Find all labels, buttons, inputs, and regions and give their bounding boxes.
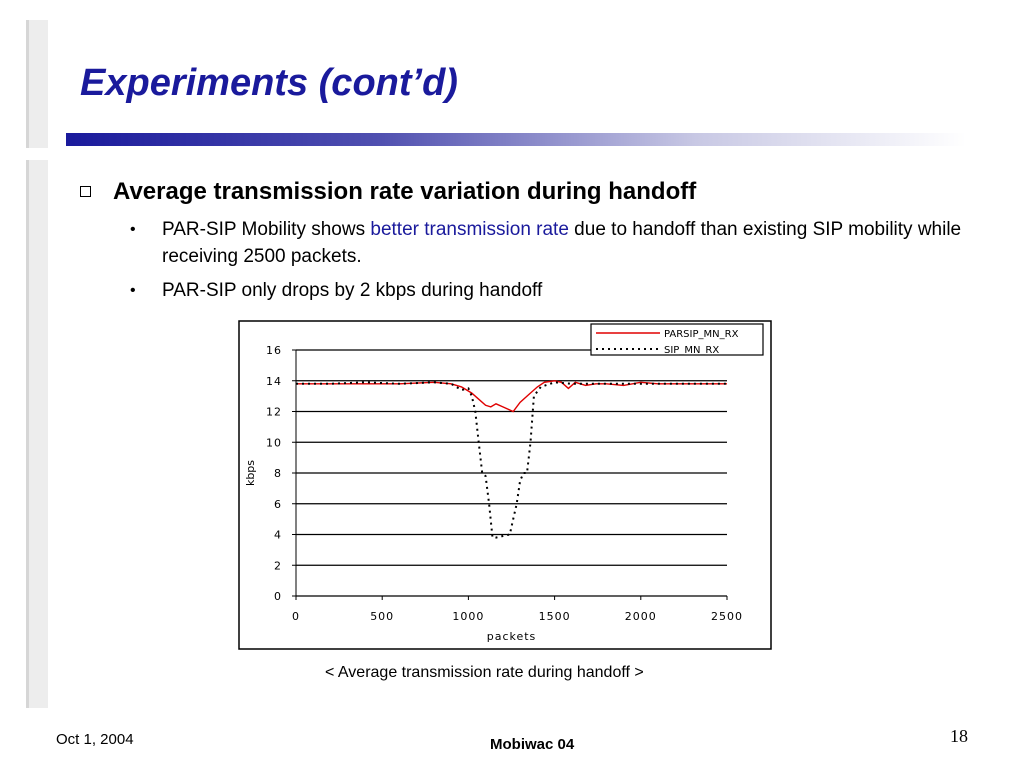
bullet-dot-icon: • (130, 221, 136, 238)
bullet-dot-icon: • (130, 282, 136, 299)
sub-bullet-1-text: PAR-SIP Mobility shows better transmissi… (162, 216, 992, 270)
legend-box (590, 323, 764, 356)
legend-label-1: SIP_MN_RX (664, 345, 719, 356)
y-tick-label-2: 2 (274, 559, 282, 572)
chart-container: 0 2 4 6 8 10 12 14 16 0 500 1000 1500 2000 2500 packets… (238, 320, 772, 650)
decorative-bar-top (26, 20, 48, 148)
x-tick-label-2500: 2500 (711, 610, 743, 623)
main-bullet: Average transmission rate variation duri… (80, 178, 696, 206)
y-tick-label-12: 12 (266, 406, 282, 419)
series-line-sip-mn-rx (296, 381, 727, 539)
y-tick-label-4: 4 (274, 529, 282, 542)
legend-label-0: PARSIP_MN_RX (664, 329, 739, 340)
y-tick-label-0: 0 (274, 590, 282, 603)
main-bullet-text: Average transmission rate variation duri… (113, 178, 697, 205)
y-tick-label-14: 14 (266, 375, 282, 388)
y-tick-label-10: 10 (266, 436, 282, 449)
chart-frame (238, 320, 772, 650)
page-number: 18 (950, 726, 968, 746)
decorative-bar-left (26, 160, 48, 708)
chart-caption: < Average transmission rate during hando… (325, 664, 644, 681)
slide-title: Experiments (cont’d) (80, 62, 458, 104)
title-gradient-rule (66, 133, 966, 146)
x-tick-label-1500: 1500 (539, 610, 571, 623)
x-tick-label-1000: 1000 (452, 610, 484, 623)
y-tick-label-6: 6 (274, 498, 282, 511)
line-chart: 0 2 4 6 8 10 12 14 16 0 500 1000 1500 2000 2500 packets… (238, 320, 772, 650)
x-tick-label-2000: 2000 (625, 610, 657, 623)
footer-date: Oct 1, 2004 (56, 731, 134, 748)
y-axis-label: kbps (244, 460, 257, 486)
square-bullet-icon (80, 186, 91, 198)
sub-bullet-1-text-end: due to handoff than existing SIP mobilit… (162, 219, 962, 267)
sub-bullet-2-text: PAR-SIP only drops by 2 kbps during hand… (162, 280, 543, 301)
x-tick-label-500: 500 (370, 610, 394, 623)
footer-title: Mobiwac 04 (490, 736, 575, 753)
highlight-text: better transmission rate (370, 219, 569, 240)
y-tick-label-16: 16 (266, 344, 282, 357)
x-tick-label-0: 0 (292, 610, 300, 623)
x-axis-label: packets (487, 630, 537, 643)
y-tick-label-8: 8 (274, 467, 282, 480)
sub-bullet-1-text-start: PAR-SIP Mobility shows (162, 219, 371, 240)
